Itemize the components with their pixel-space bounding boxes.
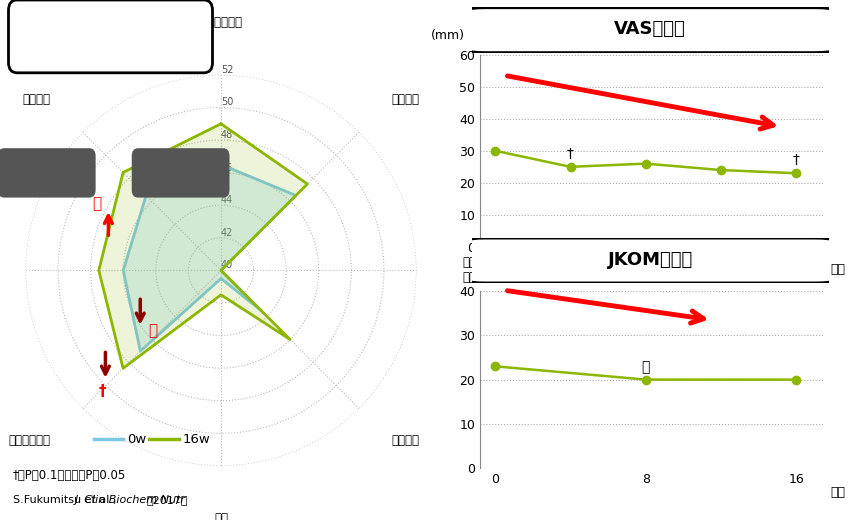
Text: †: † <box>99 384 105 398</box>
Text: (mm): (mm) <box>431 29 465 42</box>
Text: 16w: 16w <box>183 433 211 446</box>
Text: ＊: ＊ <box>93 197 101 211</box>
Text: †：P＜0.1，　＊：P＜0.05: †：P＜0.1， ＊：P＜0.05 <box>13 469 126 483</box>
Text: 活力: 活力 <box>214 512 228 520</box>
Polygon shape <box>99 124 308 368</box>
Polygon shape <box>123 164 296 351</box>
Text: ＊: ＊ <box>642 360 650 374</box>
FancyBboxPatch shape <box>0 148 95 198</box>
Text: 社会生活機能: 社会生活機能 <box>8 434 50 447</box>
Text: 週間: 週間 <box>830 486 845 499</box>
Text: 全体的健康感: 全体的健康感 <box>200 16 242 29</box>
Text: 週間: 週間 <box>830 263 845 276</box>
FancyBboxPatch shape <box>132 148 230 198</box>
Text: 心の健康: 心の健康 <box>22 94 50 107</box>
Text: †: † <box>567 147 574 161</box>
Text: J  Clin Biochem Nutr: J Clin Biochem Nutr <box>75 495 185 505</box>
Text: 0w: 0w <box>128 433 147 446</box>
Text: （2017）: （2017） <box>146 495 188 505</box>
Text: 身体機能: 身体機能 <box>392 94 420 107</box>
Text: 身体的QOL: 身体的QOL <box>156 166 205 179</box>
Text: VASスコア: VASスコア <box>615 20 686 38</box>
Text: S.Fukumitsu et al.,: S.Fukumitsu et al., <box>13 495 116 505</box>
FancyBboxPatch shape <box>468 238 832 283</box>
Text: †: † <box>793 153 800 167</box>
Text: 精神的QOL: 精神的QOL <box>22 166 71 179</box>
FancyBboxPatch shape <box>468 8 832 53</box>
Text: ＊: ＊ <box>149 323 157 337</box>
Text: JKOMスコア: JKOMスコア <box>608 251 693 269</box>
Text: 日常役割機能
（身体）: 日常役割機能 （身体） <box>462 256 504 284</box>
FancyBboxPatch shape <box>8 0 212 73</box>
Text: 体の痛み: 体の痛み <box>392 434 420 447</box>
Text: SF-8各スコアの変化: SF-8各スコアの変化 <box>50 27 171 44</box>
